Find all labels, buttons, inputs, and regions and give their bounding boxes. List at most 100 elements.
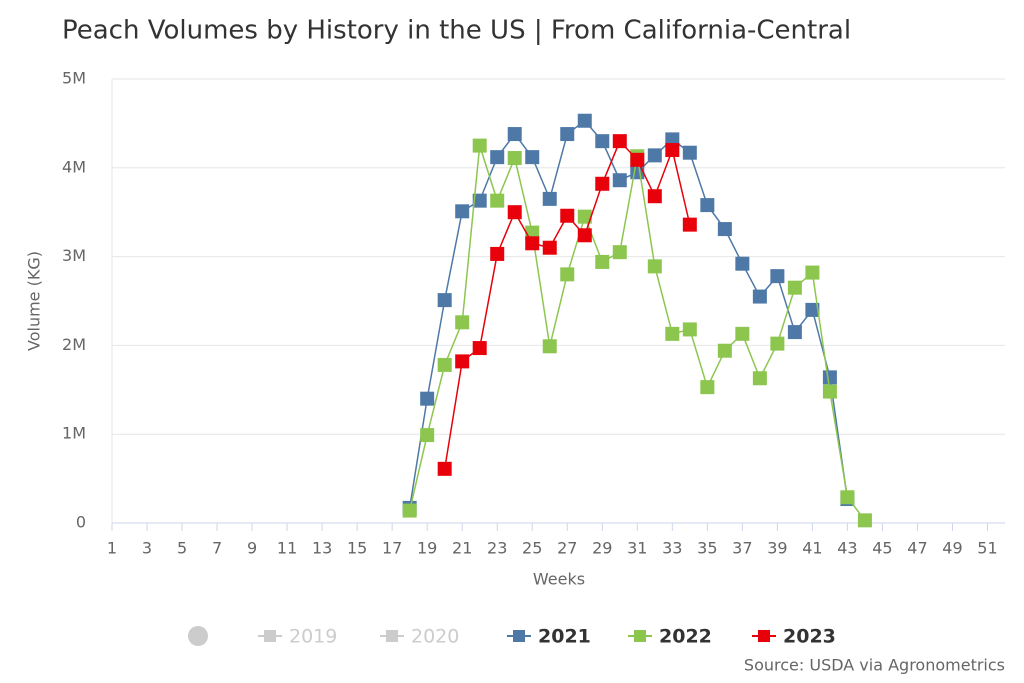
series-line	[408, 119, 849, 509]
x-tick-label: 17	[382, 539, 402, 558]
data-point	[717, 222, 732, 237]
legend-label[interactable]: 2022	[659, 626, 712, 648]
data-point	[437, 293, 452, 308]
data-point	[542, 191, 557, 206]
x-tick-label: 23	[487, 539, 507, 558]
legend-marker	[264, 630, 276, 642]
legend-label[interactable]: 2020	[411, 626, 459, 648]
data-point	[752, 289, 767, 304]
legend-label[interactable]: 2023	[783, 626, 836, 648]
data-point	[507, 127, 522, 142]
y-tick-label: 1M	[62, 424, 86, 443]
data-point	[595, 254, 610, 269]
x-tick-label: 25	[522, 539, 542, 558]
x-tick-label: 33	[662, 539, 682, 558]
data-point	[647, 189, 662, 204]
data-point	[665, 326, 680, 341]
x-tick-label: 37	[732, 539, 752, 558]
data-point	[560, 127, 575, 142]
data-point	[455, 204, 470, 219]
data-point	[682, 217, 697, 232]
data-point	[577, 228, 592, 243]
y-tick-label: 2M	[62, 335, 86, 354]
data-point	[577, 113, 592, 128]
data-point	[420, 391, 435, 406]
x-tick-label: 3	[142, 539, 152, 558]
data-point	[542, 240, 557, 255]
data-point	[560, 208, 575, 223]
data-point	[647, 259, 662, 274]
y-tick-label: 4M	[62, 157, 86, 176]
data-point	[612, 134, 627, 149]
data-point	[472, 341, 487, 356]
data-point	[805, 302, 820, 317]
data-point	[770, 336, 785, 351]
data-point	[560, 267, 575, 282]
data-point	[630, 152, 645, 167]
x-tick-label: 45	[872, 539, 892, 558]
data-point	[437, 461, 452, 476]
x-tick-label: 27	[557, 539, 577, 558]
legend-marker	[386, 630, 398, 642]
data-point	[420, 428, 435, 443]
data-point	[857, 513, 872, 528]
x-tick-label: 41	[802, 539, 822, 558]
data-point	[455, 315, 470, 330]
x-tick-label: 39	[767, 539, 787, 558]
x-tick-label: 51	[977, 539, 997, 558]
x-tick-label: 29	[592, 539, 612, 558]
data-point	[595, 134, 610, 149]
data-point	[770, 269, 785, 284]
data-point	[490, 150, 505, 165]
x-tick-label: 21	[452, 539, 472, 558]
data-point	[700, 198, 715, 213]
data-point	[822, 384, 837, 399]
legend-marker	[758, 630, 770, 642]
x-tick-label: 19	[417, 539, 437, 558]
data-point	[472, 193, 487, 208]
y-tick-label: 5M	[62, 69, 86, 88]
legend-label[interactable]: 2019	[289, 626, 337, 648]
data-point	[507, 205, 522, 220]
data-point	[595, 176, 610, 191]
data-point	[647, 148, 662, 163]
data-point	[577, 209, 592, 224]
legend-marker	[634, 630, 646, 642]
data-point	[805, 265, 820, 280]
y-tick-label: 3M	[62, 246, 86, 265]
x-tick-label: 31	[627, 539, 647, 558]
data-point	[665, 143, 680, 158]
data-point	[787, 280, 802, 295]
data-point	[700, 380, 715, 395]
x-tick-label: 7	[212, 539, 222, 558]
x-tick-label: 11	[277, 539, 297, 558]
x-tick-label: 43	[837, 539, 857, 558]
data-point	[735, 256, 750, 271]
data-point	[437, 357, 452, 372]
data-point	[752, 371, 767, 386]
source: Source: USDA via Agronometrics	[744, 656, 1005, 675]
data-point	[490, 193, 505, 208]
legend-marker	[513, 630, 525, 642]
x-tick-label: 49	[942, 539, 962, 558]
legend-label[interactable]: 2021	[538, 626, 591, 648]
x-tick-label: 15	[347, 539, 367, 558]
data-point	[717, 343, 732, 358]
data-point	[787, 325, 802, 340]
x-tick-label: 47	[907, 539, 927, 558]
data-point	[542, 339, 557, 354]
data-point	[735, 326, 750, 341]
legend-reset-icon[interactable]	[188, 626, 208, 646]
data-point	[507, 151, 522, 166]
data-point	[682, 145, 697, 160]
data-point	[525, 150, 540, 165]
data-point	[472, 138, 487, 153]
x-tick-label: 35	[697, 539, 717, 558]
x-axis-title: Weeks	[533, 570, 585, 589]
y-axis-title: Volume (KG)	[25, 251, 44, 351]
data-point	[630, 165, 645, 180]
data-point	[455, 354, 470, 369]
data-point	[665, 132, 680, 147]
chart-title: Peach Volumes by History in the US | Fro…	[62, 16, 851, 46]
